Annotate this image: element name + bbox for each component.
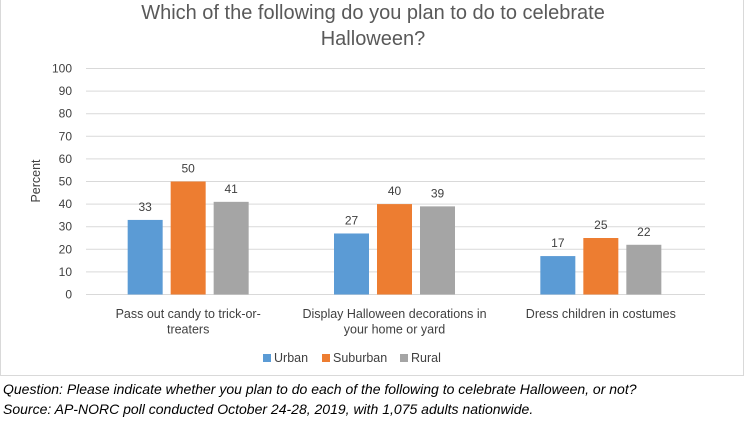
- legend-swatch-urban: [263, 354, 271, 362]
- chart-title-line-1: Which of the following do you plan to do…: [141, 2, 605, 24]
- chart-frame: [0, 0, 744, 376]
- y-tick-label-10: 10: [59, 265, 73, 279]
- footnote-source: Source: AP-NORC poll conducted October 2…: [3, 401, 534, 417]
- data-label-rural-2: 39: [431, 186, 445, 200]
- footnote-question: Question: Please indicate whether you pl…: [3, 381, 637, 397]
- y-tick-label-50: 50: [59, 175, 73, 189]
- legend-label-rural: Rural: [411, 351, 441, 365]
- category-label-2-line-1: Display Halloween decorations in: [302, 307, 486, 321]
- y-tick-label-30: 30: [59, 220, 73, 234]
- bar-chart: Which of the following do you plan to do…: [29, 2, 705, 365]
- bar-suburban-1: [170, 181, 206, 295]
- y-tick-label-80: 80: [59, 107, 73, 121]
- data-label-rural-1: 41: [224, 182, 238, 196]
- bar-rural-3: [626, 244, 662, 295]
- bar-suburban-2: [377, 204, 412, 295]
- category-label-1-line-1: Pass out candy to trick-or-: [116, 307, 261, 321]
- data-label-urban-2: 27: [345, 213, 359, 227]
- y-tick-label-100: 100: [52, 62, 72, 76]
- data-label-urban-3: 17: [551, 236, 565, 250]
- bar-suburban-3: [583, 238, 619, 295]
- y-tick-label-0: 0: [65, 288, 72, 302]
- category-label-2-line-2: your home or yard: [344, 323, 445, 337]
- bar-rural-1: [213, 201, 249, 295]
- data-label-urban-1: 33: [138, 200, 152, 214]
- legend-swatch-rural: [400, 354, 408, 362]
- y-tick-label-70: 70: [59, 129, 73, 143]
- data-label-suburban-1: 50: [181, 162, 195, 176]
- legend-label-suburban: Suburban: [333, 351, 387, 365]
- bar-rural-2: [420, 206, 455, 295]
- y-tick-label-60: 60: [59, 152, 73, 166]
- bar-urban-1: [127, 219, 163, 295]
- bar-urban-3: [540, 256, 576, 295]
- y-axis-label: Percent: [29, 159, 43, 203]
- y-tick-label-90: 90: [59, 84, 73, 98]
- data-label-suburban-2: 40: [388, 184, 402, 198]
- legend-swatch-suburban: [322, 354, 330, 362]
- data-label-rural-3: 22: [637, 225, 651, 239]
- legend-label-urban: Urban: [274, 351, 308, 365]
- chart-title-line-2: Halloween?: [321, 28, 426, 50]
- category-label-1-line-2: treaters: [167, 323, 209, 337]
- y-tick-label-20: 20: [59, 242, 73, 256]
- data-label-suburban-3: 25: [594, 218, 608, 232]
- bar-urban-2: [334, 233, 369, 295]
- y-tick-label-40: 40: [59, 197, 73, 211]
- category-label-3-line-1: Dress children in costumes: [526, 307, 676, 321]
